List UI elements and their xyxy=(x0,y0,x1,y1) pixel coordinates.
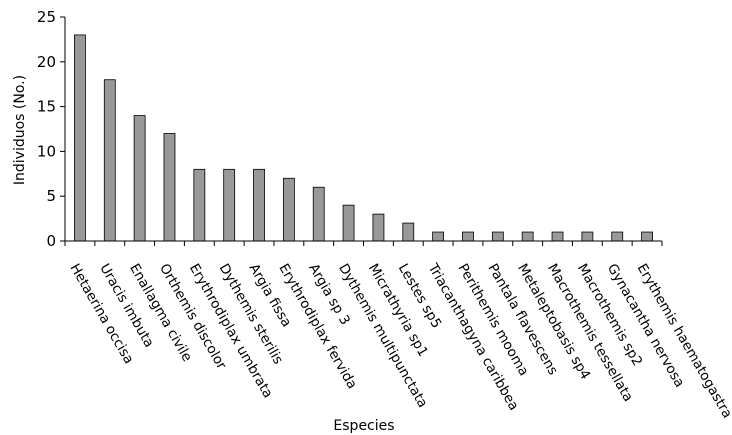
bar-4 xyxy=(163,133,176,242)
y-tick-label: 10 xyxy=(37,142,56,160)
bar-8 xyxy=(282,177,295,242)
y-tick-label: 20 xyxy=(37,53,56,71)
bar-11 xyxy=(372,213,385,242)
bar-19 xyxy=(611,231,624,242)
bar-1 xyxy=(74,34,86,242)
bars-group xyxy=(74,34,653,242)
bar-2 xyxy=(103,79,116,242)
bar-14 xyxy=(462,231,474,242)
axes-group xyxy=(64,17,662,242)
bar-7 xyxy=(253,168,265,242)
bar-6 xyxy=(223,168,236,242)
y-tick-label: 25 xyxy=(37,8,56,26)
y-tick-label: 15 xyxy=(37,98,56,116)
bar-16 xyxy=(521,231,534,242)
bar-18 xyxy=(581,231,594,242)
bar-3 xyxy=(133,115,146,242)
bar-10 xyxy=(342,204,355,242)
y-axis-title: Individuos (No.) xyxy=(12,75,28,185)
bar-9 xyxy=(312,186,325,242)
y-tick-label: 5 xyxy=(46,187,56,205)
bar-17 xyxy=(551,231,564,242)
y-ticks-group: 0 5 10 15 20 25 xyxy=(37,8,65,250)
bar-15 xyxy=(491,231,504,242)
bar-5 xyxy=(193,168,206,242)
bar-12 xyxy=(402,222,415,242)
y-tick-label: 0 xyxy=(46,232,56,250)
bar-20 xyxy=(641,231,653,242)
x-axis-title: Especies xyxy=(333,418,394,434)
bar-13 xyxy=(432,231,445,242)
